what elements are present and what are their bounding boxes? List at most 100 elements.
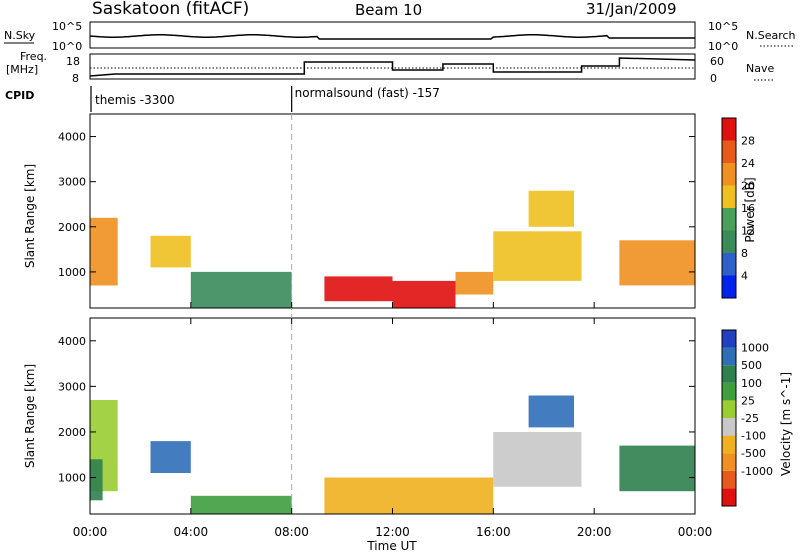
velocity-colorbar-swatch [722,435,736,454]
velocity-ytick-label: 2000 [58,426,86,439]
power-colorbar-swatch [722,118,736,141]
power-colorbar-tick: 20 [741,180,755,193]
cpid-label: CPID [5,89,34,102]
power-region-0 [90,217,118,286]
velocity-ylabel: Slant Range [km] [23,364,37,468]
velocity-colorbar-tick: 1000 [741,342,769,355]
velocity-colorbar-tick: -1000 [741,465,773,478]
velocity-colorbar-tick: 25 [741,394,755,407]
velocity-colorbar-swatch [722,347,736,366]
power-colorbar-swatch [722,253,736,276]
power-colorbar-label: Power [dB] [743,177,757,242]
noise-left-tick-top: 10^5 [52,20,82,33]
power-ylabel: Slant Range [km] [23,164,37,268]
power-colorbar-swatch [722,140,736,163]
velocity-colorbar-tick: 500 [741,359,762,372]
power-colorbar-swatch [722,275,736,298]
xtick-label: 16:00 [476,525,511,539]
velocity-colorbar-tick: -500 [741,447,766,460]
velocity-region-1 [90,459,103,501]
velocity-region-7 [619,445,695,492]
velocity-ytick-label: 4000 [58,335,86,348]
noise-right-tick-top: 10^5 [708,20,738,33]
power-region-3 [324,276,393,302]
cpid-segment-themis: themis -3300 [95,93,175,107]
noise-left-tick-bottom: 10^0 [52,40,82,53]
xtick-label: 08:00 [274,525,309,539]
velocity-colorbar-swatch [722,365,736,383]
xtick-label: 20:00 [577,525,612,539]
cpid-segment-normalsound: normalsound (fast) -157 [295,86,440,100]
freq-right-tick-top: 60 [710,55,724,68]
power-colorbar-tick: 24 [741,157,755,170]
freq-left-label-2: [MHz] [6,63,38,76]
nave-label: Nave [746,62,774,75]
power-colorbar-tick: 12 [741,225,755,238]
xtick-label: 00:00 [73,525,108,539]
power-region-6 [493,231,582,281]
xaxis-label: Time UT [366,539,417,553]
velocity-heatmap [90,395,695,514]
noise-sky-line [89,34,695,40]
freq-left-label-1: Freq. [20,50,47,63]
power-region-4 [392,280,456,308]
velocity-region-6 [528,395,574,428]
power-ytick-label: 3000 [58,176,86,189]
noise-right-label: N.Search [746,29,796,42]
power-region-8 [619,240,695,286]
velocity-colorbar-swatch [722,382,736,401]
power-colorbar-tick: 16 [741,202,755,215]
velocity-colorbar: 1000 500 100 25 -25 -100 -500 -1000 [721,329,773,507]
velocity-ytick-label: 3000 [58,380,86,393]
power-colorbar-tick: 4 [741,270,748,283]
velocity-colorbar-tick: -100 [741,430,766,443]
power-ytick-label: 4000 [58,131,86,144]
velocity-colorbar-tick: -25 [741,412,759,425]
power-colorbar: 4 8 12 16 20 24 28 [721,117,755,299]
velocity-colorbar-swatch [722,400,736,418]
velocity-ytick-label: 1000 [58,472,86,485]
power-colorbar-swatch [722,230,736,253]
date-title: 31/Jan/2009 [586,0,677,18]
freq-left-tick-top: 18 [66,55,80,68]
power-region-1 [150,235,191,268]
power-yaxis: 1000 2000 3000 4000 [58,131,695,279]
beam-title: Beam 10 [355,1,422,19]
velocity-yaxis: 1000 2000 3000 4000 [58,335,695,485]
freq-panel-frame [89,53,696,80]
power-heatmap [90,190,695,308]
time-axis: 00:00 04:00 08:00 12:00 16:00 20:00 00:00 [73,302,713,539]
velocity-colorbar-swatch [722,418,736,436]
velocity-colorbar-frame [721,329,737,507]
noise-right-tick-bottom: 10^0 [708,40,738,53]
velocity-colorbar-swatch [722,488,736,506]
velocity-region-3 [190,495,292,514]
power-region-2 [190,271,292,308]
velocity-region-2 [150,441,191,473]
velocity-colorbar-label: Velocity [m s^-1] [779,372,793,476]
noise-left-label: N.Sky [4,29,36,42]
velocity-colorbar-swatch [722,470,736,489]
velocity-colorbar-swatch [722,453,736,471]
power-colorbar-swatch [722,163,736,186]
velocity-colorbar-swatch [722,330,736,348]
freq-left-tick-bottom: 8 [72,72,79,85]
noise-panel-frame [89,21,696,49]
power-ytick-label: 1000 [58,266,86,279]
power-colorbar-tick: 28 [741,135,755,148]
freq-line [89,57,696,77]
power-ytick-label: 2000 [58,221,86,234]
velocity-region-4 [324,477,494,514]
power-region-7 [528,190,574,227]
xtick-label: 04:00 [174,525,209,539]
xtick-label: 00:00 [678,525,713,539]
velocity-region-5 [493,432,582,487]
power-region-5 [455,271,494,295]
freq-right-tick-bottom: 0 [710,72,717,85]
xtick-label: 12:00 [375,525,410,539]
power-colorbar-tick: 8 [741,247,748,260]
power-colorbar-swatch [722,208,736,231]
velocity-colorbar-tick: 100 [741,377,762,390]
station-title: Saskatoon (fitACF) [92,0,249,19]
